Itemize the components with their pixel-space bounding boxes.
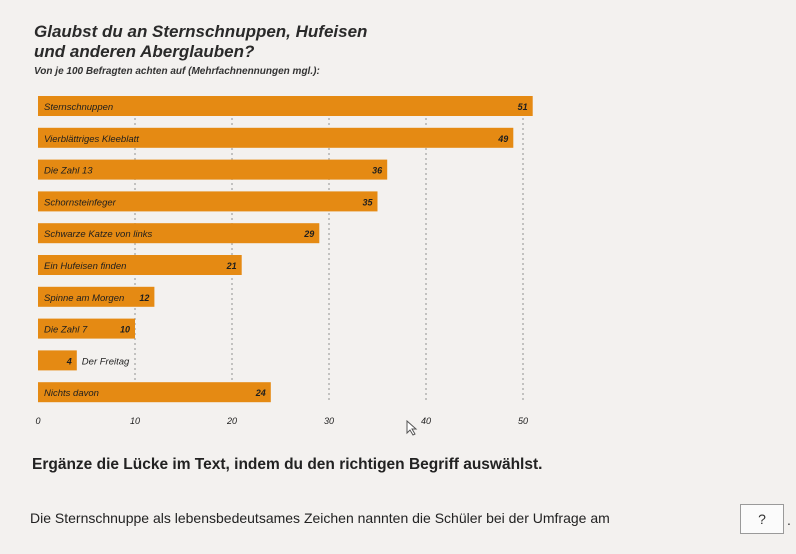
value-label: 24	[255, 388, 266, 398]
value-label: 12	[139, 293, 149, 303]
chart-subtitle: Von je 100 Befragten achten auf (Mehrfac…	[34, 66, 320, 77]
x-tick-label: 50	[518, 416, 528, 426]
bar	[38, 96, 533, 116]
x-tick-label: 30	[324, 416, 334, 426]
value-label: 51	[518, 102, 528, 112]
x-tick-label: 20	[226, 416, 237, 426]
category-label: Ein Hufeisen finden	[44, 261, 126, 272]
title-line-1: Glaubst du an Sternschnuppen, Hufeisen	[34, 22, 368, 41]
value-label: 21	[226, 261, 237, 271]
gap-placeholder: ?	[758, 511, 766, 527]
category-label: Spinne am Morgen	[44, 293, 124, 304]
category-label: Die Zahl 7	[44, 325, 88, 336]
bar	[38, 159, 388, 180]
gap-dropdown[interactable]: ?	[740, 504, 784, 534]
sentence-period: .	[787, 512, 791, 528]
bar	[38, 318, 135, 339]
bar	[38, 382, 271, 403]
category-label: Schwarze Katze von links	[44, 229, 152, 240]
title-line-2: und anderen Aberglauben?	[34, 42, 255, 61]
category-label: Sternschnuppen	[44, 102, 113, 113]
value-label: 4	[66, 356, 72, 366]
value-label: 29	[303, 229, 314, 239]
category-label: Vierblättriges Kleeblatt	[44, 134, 139, 145]
mouse-cursor-icon	[406, 420, 418, 436]
category-label: Nichts davon	[44, 388, 99, 399]
x-tick-label: 10	[130, 416, 140, 426]
x-tick-label: 40	[421, 416, 431, 426]
value-label: 10	[120, 325, 130, 335]
bar	[38, 350, 77, 371]
bar	[38, 191, 378, 212]
chart-title: Glaubst du an Sternschnuppen, Hufeisen u…	[34, 22, 367, 62]
bar-chart: Sternschnuppen 51 Vierblättriges Kleeblatt…	[35, 96, 533, 426]
bar	[38, 255, 242, 275]
value-label: 35	[362, 197, 373, 207]
value-label: 49	[497, 134, 508, 144]
category-label: Die Zahl 13	[44, 166, 93, 177]
category-label: Der Freitag	[82, 356, 130, 367]
bar	[38, 286, 155, 307]
x-tick-label: 0	[35, 416, 40, 426]
gap-sentence: Die Sternschnuppe als lebensbedeutsames …	[30, 510, 610, 526]
category-label: Schornsteinfeger	[44, 197, 117, 208]
question-text: Ergänze die Lücke im Text, indem du den …	[32, 456, 543, 473]
bar	[38, 223, 320, 244]
value-label: 36	[372, 166, 383, 176]
bar	[38, 127, 514, 148]
